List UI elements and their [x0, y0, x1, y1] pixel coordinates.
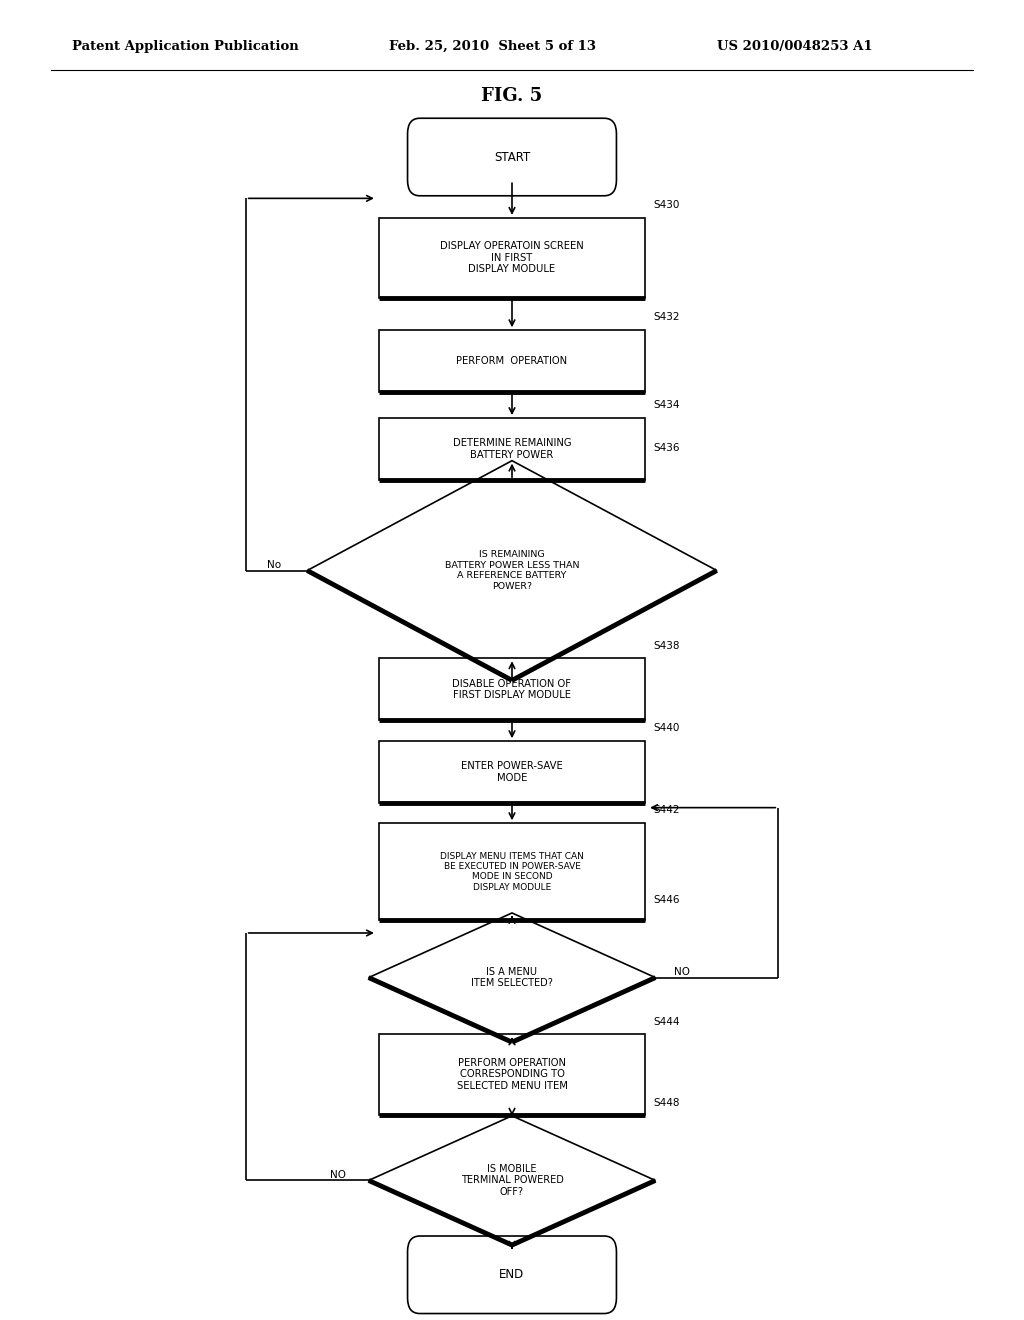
Polygon shape — [369, 1115, 655, 1245]
Polygon shape — [307, 461, 717, 680]
Text: PERFORM OPERATION
CORRESPONDING TO
SELECTED MENU ITEM: PERFORM OPERATION CORRESPONDING TO SELEC… — [457, 1057, 567, 1092]
Polygon shape — [369, 913, 655, 1043]
Bar — [379, 1035, 645, 1114]
Bar — [379, 218, 645, 298]
Text: S442: S442 — [653, 805, 680, 816]
FancyBboxPatch shape — [408, 119, 616, 195]
Text: DISABLE OPERATION OF
FIRST DISPLAY MODULE: DISABLE OPERATION OF FIRST DISPLAY MODUL… — [453, 678, 571, 700]
Bar — [379, 741, 645, 803]
Text: S432: S432 — [653, 313, 680, 322]
Bar — [379, 659, 645, 721]
Text: NO: NO — [674, 968, 690, 977]
Text: Feb. 25, 2010  Sheet 5 of 13: Feb. 25, 2010 Sheet 5 of 13 — [389, 40, 596, 53]
Text: Patent Application Publication: Patent Application Publication — [72, 40, 298, 53]
Text: S446: S446 — [653, 895, 680, 906]
Bar — [379, 330, 645, 392]
Text: YES: YES — [498, 1055, 516, 1065]
Text: DISPLAY MENU ITEMS THAT CAN
BE EXECUTED IN POWER-SAVE
MODE IN SECOND
DISPLAY MOD: DISPLAY MENU ITEMS THAT CAN BE EXECUTED … — [440, 851, 584, 892]
Text: S440: S440 — [653, 723, 680, 734]
Text: NO: NO — [330, 1171, 346, 1180]
Text: DETERMINE REMAINING
BATTERY POWER: DETERMINE REMAINING BATTERY POWER — [453, 438, 571, 459]
Text: IS REMAINING
BATTERY POWER LESS THAN
A REFERENCE BATTERY
POWER?: IS REMAINING BATTERY POWER LESS THAN A R… — [444, 550, 580, 590]
Text: FIG. 5: FIG. 5 — [481, 87, 543, 106]
Bar — [379, 418, 645, 480]
Text: DISPLAY OPERATOIN SCREEN
IN FIRST
DISPLAY MODULE: DISPLAY OPERATOIN SCREEN IN FIRST DISPLA… — [440, 242, 584, 275]
FancyBboxPatch shape — [408, 1236, 616, 1313]
Text: END: END — [500, 1269, 524, 1282]
Text: S436: S436 — [653, 444, 680, 453]
Text: S434: S434 — [653, 400, 680, 411]
Text: Yes: Yes — [499, 693, 515, 704]
Text: S444: S444 — [653, 1016, 680, 1027]
Text: US 2010/0048253 A1: US 2010/0048253 A1 — [717, 40, 872, 53]
Bar — [379, 824, 645, 920]
Text: START: START — [494, 150, 530, 164]
Text: S448: S448 — [653, 1098, 680, 1107]
Text: ENTER POWER-SAVE
MODE: ENTER POWER-SAVE MODE — [461, 762, 563, 783]
Text: PERFORM  OPERATION: PERFORM OPERATION — [457, 356, 567, 366]
Text: YES: YES — [498, 1258, 516, 1269]
Text: No: No — [267, 561, 282, 570]
Text: S430: S430 — [653, 201, 680, 210]
Text: IS A MENU
ITEM SELECTED?: IS A MENU ITEM SELECTED? — [471, 966, 553, 989]
Text: IS MOBILE
TERMINAL POWERED
OFF?: IS MOBILE TERMINAL POWERED OFF? — [461, 1164, 563, 1197]
Text: S438: S438 — [653, 640, 680, 651]
